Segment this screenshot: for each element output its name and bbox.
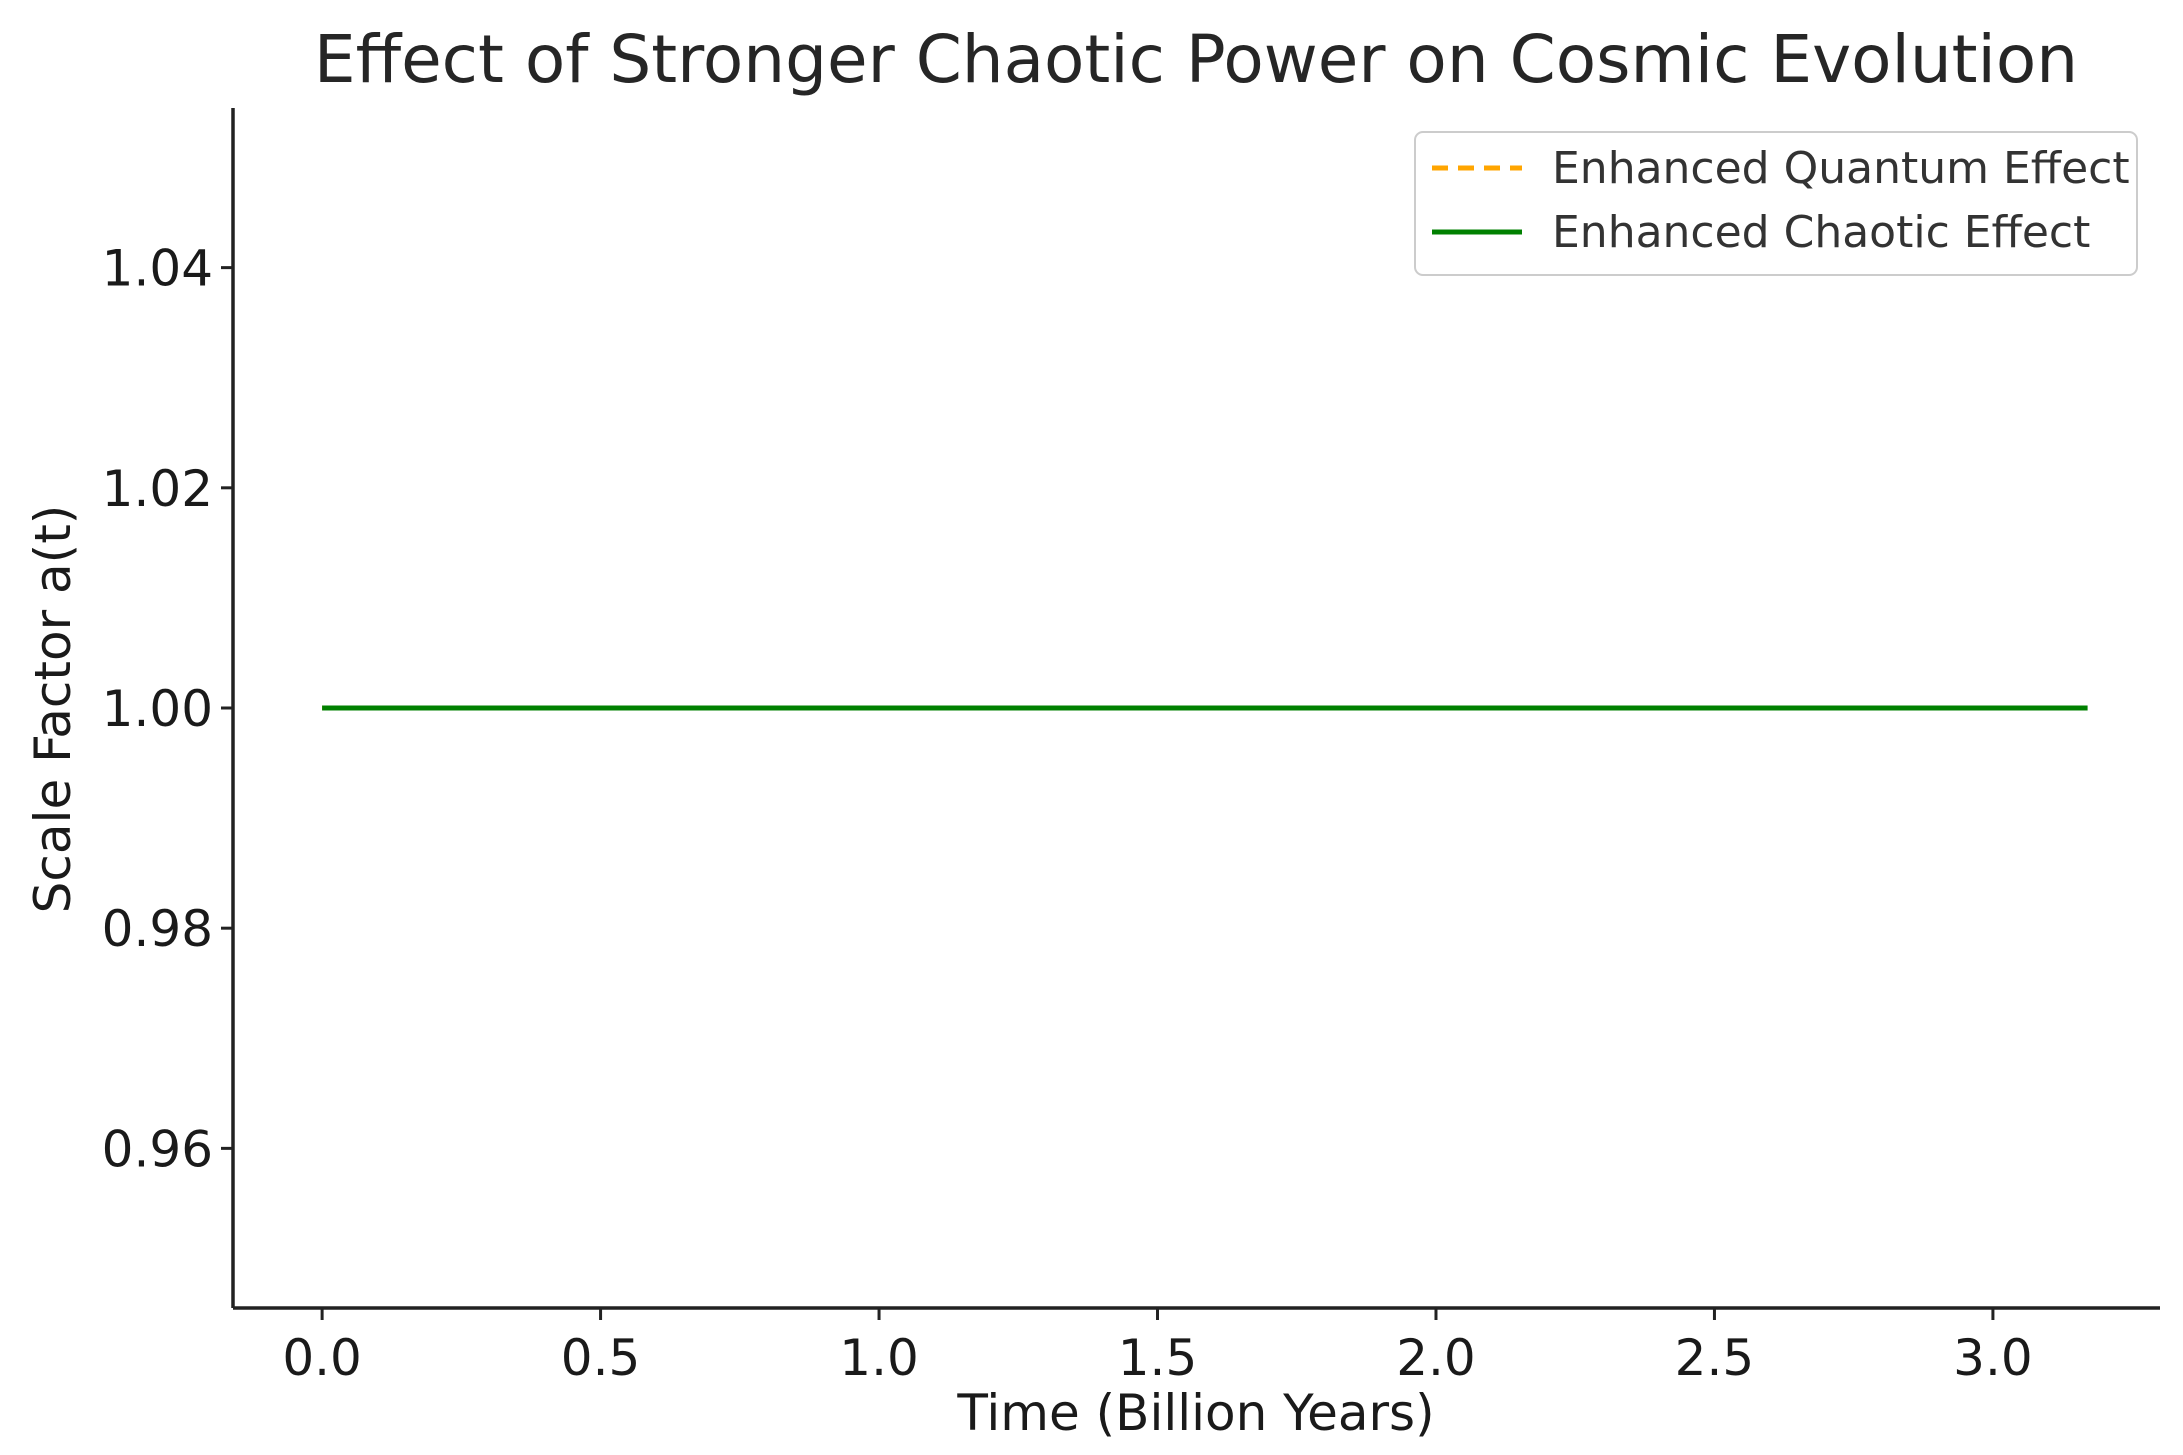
x-tick-label: 1.5 — [1118, 1329, 1198, 1387]
x-tick-label: 3.0 — [1953, 1329, 2033, 1387]
plot-area: 0.0 0.5 1.0 1.5 2.0 2.5 3.0 0.96 0.98 1.00 1.02 1.… — [102, 108, 2160, 1387]
y-axis-label: Scale Factor a(t) — [24, 505, 82, 914]
x-tick-label: 2.0 — [1396, 1329, 1476, 1387]
legend-label-chaotic: Enhanced Chaotic Effect — [1552, 207, 2090, 258]
y-tick-label: 0.98 — [102, 900, 213, 958]
y-tick-label: 1.04 — [102, 240, 213, 298]
y-tick-label: 1.00 — [102, 680, 213, 738]
x-ticks: 0.0 0.5 1.0 1.5 2.0 2.5 3.0 — [282, 1308, 2033, 1387]
y-tick-label: 1.02 — [102, 460, 213, 518]
legend-label-quantum: Enhanced Quantum Effect — [1552, 143, 2130, 194]
x-tick-label: 0.0 — [282, 1329, 362, 1387]
x-tick-label: 1.0 — [839, 1329, 919, 1387]
x-tick-label: 2.5 — [1675, 1329, 1755, 1387]
legend: Enhanced Quantum Effect Enhanced Chaotic… — [1414, 131, 2138, 276]
y-tick-label: 0.96 — [102, 1120, 213, 1178]
x-axis-label: Time (Billion Years) — [956, 1384, 1434, 1442]
legend-box — [1414, 131, 2138, 276]
y-ticks: 0.96 0.98 1.00 1.02 1.04 — [102, 240, 233, 1178]
chart-title: Effect of Stronger Chaotic Power on Cosm… — [314, 21, 2078, 98]
x-tick-label: 0.5 — [561, 1329, 641, 1387]
